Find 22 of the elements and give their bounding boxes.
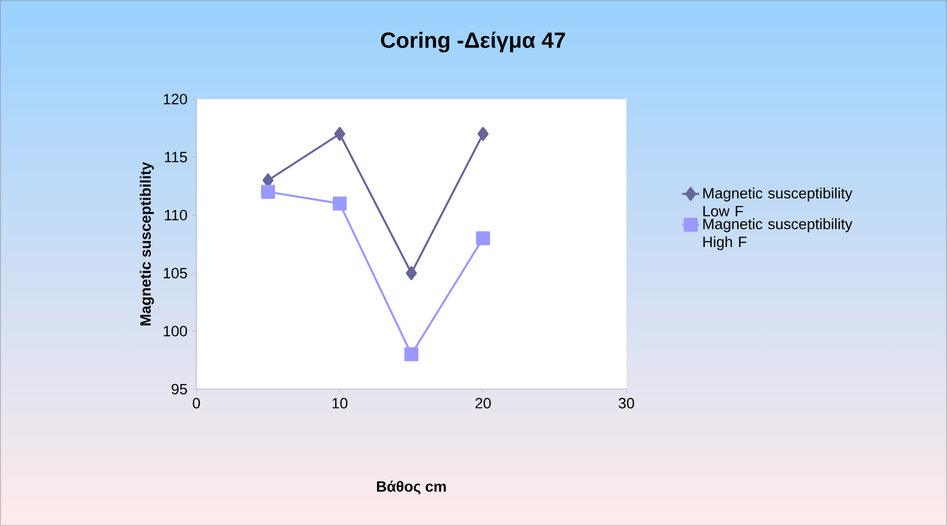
- y-tick-label: 105: [164, 268, 187, 278]
- y-axis-title: Magnetic susceptibility: [140, 162, 154, 326]
- chart-title: Coring -Δείγμα 47: [381, 32, 565, 52]
- x-axis-title: Βάθος cm: [377, 480, 446, 495]
- x-tick-label: 30: [618, 398, 634, 408]
- point: [334, 126, 346, 141]
- x-tick-label: 20: [475, 398, 491, 408]
- y-tick-label: 110: [164, 210, 188, 220]
- x-tick-label: 0: [192, 398, 200, 408]
- point: [478, 126, 489, 141]
- point: [406, 266, 417, 280]
- point: [404, 347, 418, 362]
- legend-label: Magnetic susceptibility Low F: [703, 188, 852, 216]
- y-tick-label: 95: [172, 384, 187, 394]
- legend-label: Magnetic susceptibility High F: [703, 218, 852, 250]
- x-tick-label: 10: [332, 398, 348, 408]
- point: [261, 184, 276, 199]
- y-tick-label: 120: [164, 94, 188, 104]
- point: [476, 231, 490, 246]
- y-tick-label: 100: [164, 326, 188, 336]
- point: [332, 196, 347, 211]
- y-tick-label: 115: [164, 152, 187, 162]
